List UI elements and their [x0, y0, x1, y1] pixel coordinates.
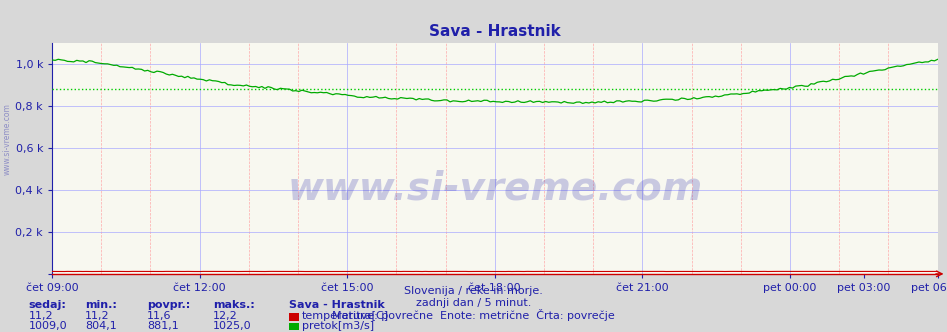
- Text: sedaj:: sedaj:: [28, 300, 66, 310]
- Text: Sava - Hrastnik: Sava - Hrastnik: [289, 300, 384, 310]
- Text: Slovenija / reke in morje.: Slovenija / reke in morje.: [404, 286, 543, 296]
- Text: min.:: min.:: [85, 300, 117, 310]
- Title: Sava - Hrastnik: Sava - Hrastnik: [429, 24, 561, 39]
- Text: 1009,0: 1009,0: [28, 321, 67, 331]
- Text: zadnji dan / 5 minut.: zadnji dan / 5 minut.: [416, 298, 531, 308]
- Text: pretok[m3/s]: pretok[m3/s]: [302, 321, 374, 331]
- Text: 1025,0: 1025,0: [213, 321, 252, 331]
- Text: maks.:: maks.:: [213, 300, 255, 310]
- Text: Meritve: povrečne  Enote: metrične  Črta: povrečje: Meritve: povrečne Enote: metrične Črta: …: [332, 309, 615, 321]
- Text: 881,1: 881,1: [147, 321, 179, 331]
- Text: povpr.:: povpr.:: [147, 300, 190, 310]
- Text: 12,2: 12,2: [213, 311, 238, 321]
- Text: 11,6: 11,6: [147, 311, 171, 321]
- Text: 11,2: 11,2: [85, 311, 110, 321]
- Text: temperatura[C]: temperatura[C]: [302, 311, 389, 321]
- Text: www.si-vreme.com: www.si-vreme.com: [3, 104, 12, 175]
- Text: 11,2: 11,2: [28, 311, 53, 321]
- Text: www.si-vreme.com: www.si-vreme.com: [287, 170, 703, 208]
- Text: 804,1: 804,1: [85, 321, 117, 331]
